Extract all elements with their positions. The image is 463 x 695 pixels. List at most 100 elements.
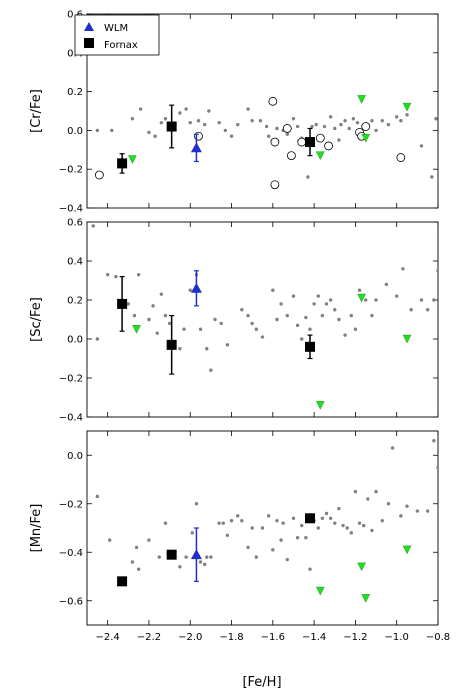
mw-star-point bbox=[110, 128, 114, 133]
y-tick-label: 0.4 bbox=[67, 257, 83, 268]
mw-star-point bbox=[250, 119, 254, 123]
mw-star-point bbox=[349, 531, 353, 535]
mw-star-point bbox=[246, 107, 250, 111]
upper-limit-point bbox=[132, 325, 141, 334]
mw-star-point bbox=[295, 536, 300, 540]
mw-star-point bbox=[275, 317, 279, 322]
mw-star-point bbox=[225, 533, 230, 537]
mw-star-point bbox=[339, 122, 343, 127]
mw-star-point bbox=[258, 119, 263, 123]
mw-star-point bbox=[291, 516, 296, 520]
upper-limit-point bbox=[357, 293, 366, 303]
upper-limit-point bbox=[361, 594, 371, 603]
open-circle-point bbox=[268, 96, 278, 106]
panel-frame bbox=[86, 221, 439, 418]
mw-star-point bbox=[108, 538, 112, 542]
mw-star-point bbox=[374, 128, 378, 133]
mw-star-point bbox=[136, 272, 141, 277]
mw-star-point bbox=[306, 175, 310, 179]
mw-star-point bbox=[374, 298, 378, 302]
fornax-point bbox=[304, 513, 315, 524]
mw-star-point bbox=[374, 489, 378, 494]
wlm-point bbox=[190, 282, 202, 293]
mw-star-point bbox=[401, 267, 405, 271]
mw-star-point bbox=[349, 313, 353, 318]
y-tick-label: 0.6 bbox=[67, 218, 83, 229]
fornax-point bbox=[304, 341, 315, 352]
open-circle-point bbox=[287, 151, 296, 161]
x-tick-label: −1.6 bbox=[261, 632, 285, 643]
mw-star-point bbox=[328, 516, 333, 520]
mw-star-point bbox=[147, 317, 151, 322]
mw-star-point bbox=[275, 126, 279, 131]
open-circle-point bbox=[361, 122, 371, 131]
x-tick-label: −1.8 bbox=[219, 632, 243, 643]
mw-star-point bbox=[209, 555, 213, 559]
mw-star-point bbox=[337, 138, 341, 142]
mw-star-point bbox=[184, 107, 188, 111]
mw-star-point bbox=[136, 567, 141, 571]
mw-star-point bbox=[202, 122, 207, 127]
mw-star-point bbox=[361, 523, 366, 528]
mw-star-point bbox=[320, 313, 325, 318]
panels: −0.4 −0.2 0.0 0.2 0.4 0.6 [Cr/Fe] −0.4 −0.2 0.0 0.… bbox=[29, 10, 450, 644]
mw-star-point bbox=[91, 224, 95, 228]
mw-star-point bbox=[266, 514, 271, 518]
mw-star-point bbox=[308, 567, 312, 571]
mw-star-point bbox=[316, 294, 320, 298]
mw-star-point bbox=[285, 313, 289, 318]
wlm-point bbox=[190, 549, 202, 560]
mw-star-point bbox=[295, 124, 300, 129]
data-points bbox=[91, 224, 438, 410]
mw-star-point bbox=[337, 506, 341, 511]
x-tick-label: −2.0 bbox=[178, 632, 202, 643]
upper-limit-point bbox=[402, 334, 412, 344]
fornax-point bbox=[166, 121, 177, 132]
mw-star-point bbox=[196, 119, 201, 123]
mw-star-point bbox=[198, 327, 203, 331]
upper-limit-point bbox=[357, 562, 366, 572]
mw-star-point bbox=[205, 555, 209, 559]
mw-star-point bbox=[202, 562, 207, 567]
mw-star-point bbox=[386, 502, 391, 506]
fornax-point bbox=[117, 298, 128, 309]
mw-star-point bbox=[333, 521, 337, 525]
mw-star-point bbox=[399, 514, 403, 518]
mw-star-point bbox=[436, 269, 438, 273]
mw-star-point bbox=[304, 536, 308, 540]
mw-star-point bbox=[355, 120, 360, 125]
mw-star-point bbox=[310, 124, 314, 129]
y-tick-label: 0.0 bbox=[67, 335, 83, 346]
mw-star-point bbox=[182, 327, 186, 331]
upper-limit-point bbox=[402, 545, 412, 555]
mw-star-point bbox=[275, 519, 279, 523]
y-tick-label: 0.0 bbox=[67, 451, 83, 462]
mw-star-point bbox=[341, 523, 345, 528]
mw-star-point bbox=[95, 337, 100, 341]
mw-star-point bbox=[333, 126, 337, 131]
y-tick-label: −0.6 bbox=[59, 596, 83, 607]
fornax-point bbox=[117, 576, 128, 587]
mw-star-point bbox=[320, 516, 325, 520]
mw-star-point bbox=[295, 323, 300, 328]
mw-star-point bbox=[217, 521, 221, 525]
panel-frame bbox=[86, 13, 439, 209]
mw-star-point bbox=[271, 288, 275, 292]
upper-limit-point bbox=[361, 133, 371, 143]
mw-star-point bbox=[386, 122, 391, 127]
mw-star-point bbox=[266, 134, 271, 138]
open-circle-point bbox=[270, 137, 280, 147]
mw-star-point bbox=[105, 272, 110, 277]
mw-star-point bbox=[271, 548, 275, 552]
y-tick-label: 0.2 bbox=[67, 87, 83, 98]
mw-star-point bbox=[425, 308, 430, 312]
mw-star-point bbox=[314, 122, 318, 127]
mw-star-point bbox=[229, 519, 234, 523]
y-tick-label: 0.2 bbox=[67, 296, 83, 307]
open-circle-point bbox=[324, 141, 333, 151]
mw-star-point bbox=[380, 519, 384, 523]
mw-star-point bbox=[304, 315, 308, 320]
mw-star-point bbox=[190, 531, 194, 535]
y-tick-label: 0.0 bbox=[67, 126, 83, 137]
